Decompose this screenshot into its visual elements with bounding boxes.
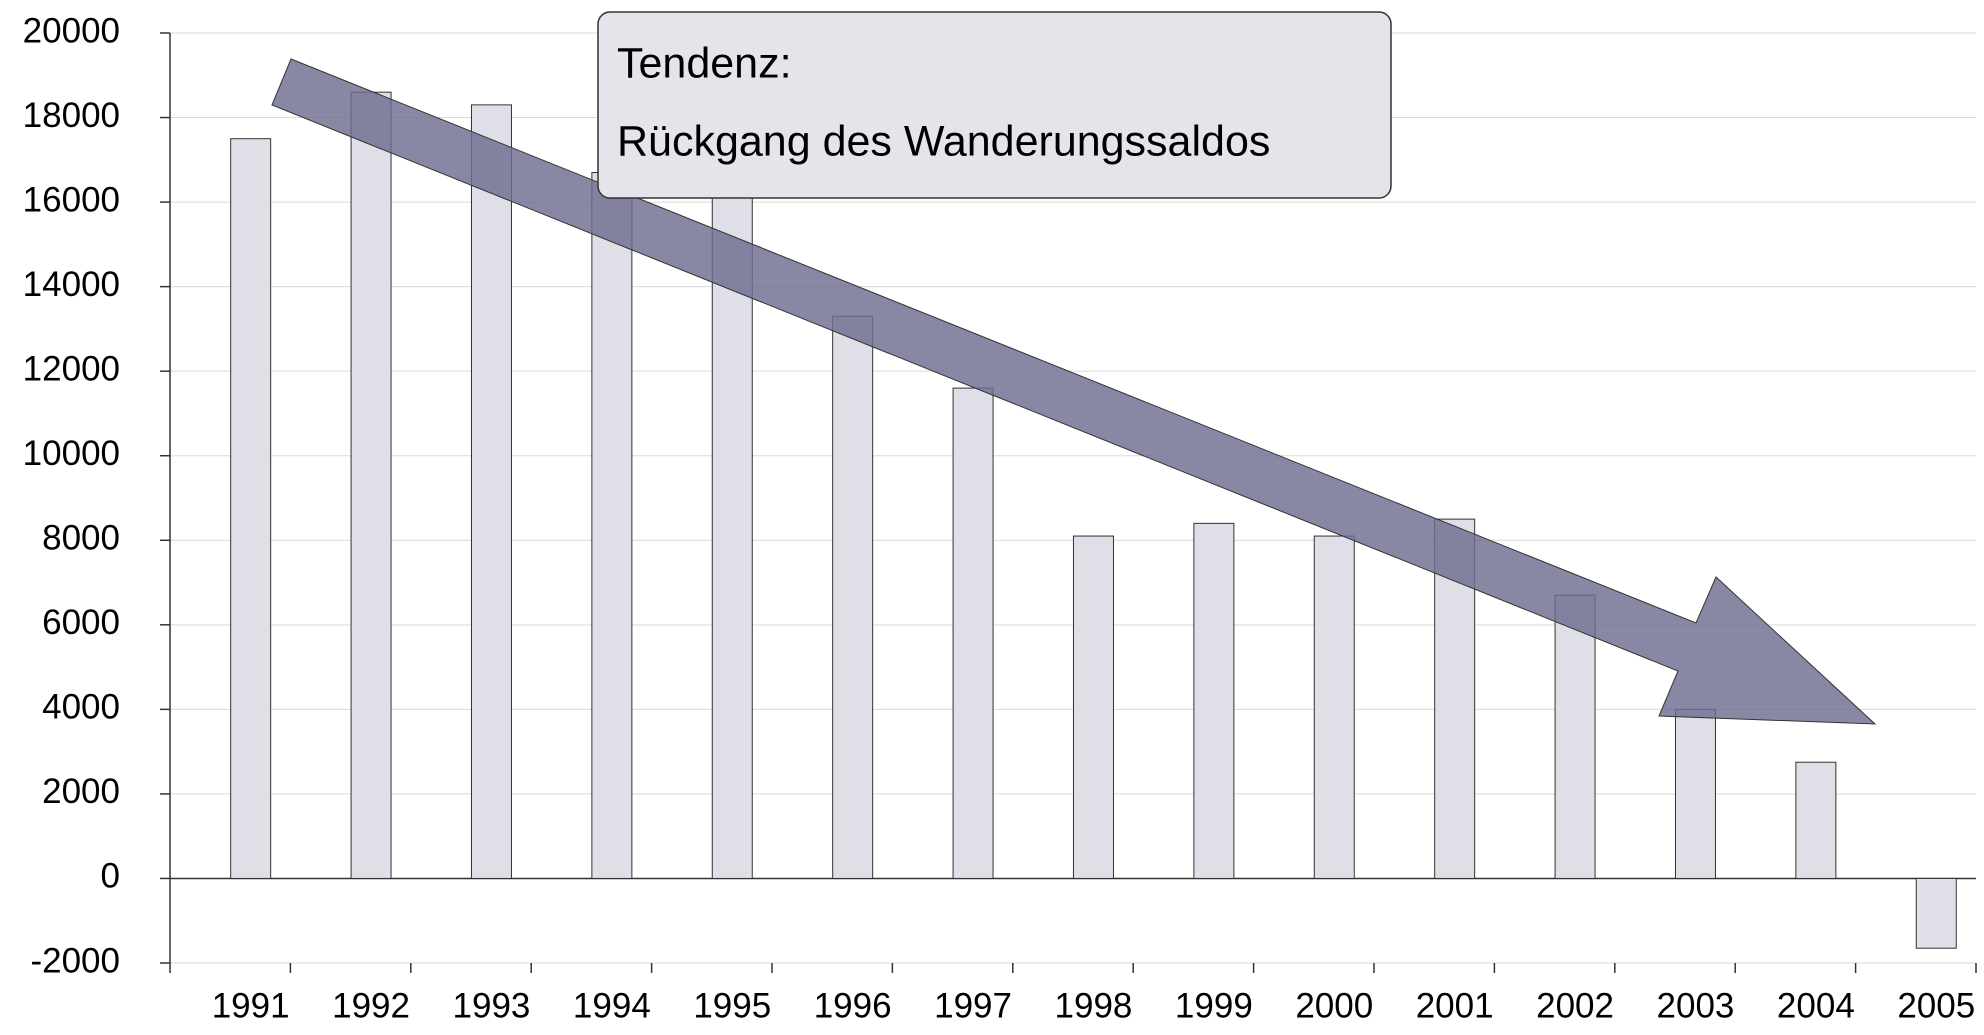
- x-tick-label: 2005: [1897, 986, 1975, 1025]
- x-tick-label: 2000: [1295, 986, 1373, 1025]
- bar: [1554, 594, 1596, 879]
- bar: [952, 387, 994, 879]
- x-tick-label: 1995: [693, 986, 771, 1025]
- annotation-box: [597, 11, 1392, 199]
- bar: [1915, 877, 1957, 949]
- x-tick-label: 2001: [1416, 986, 1494, 1025]
- x-tick-label: 2002: [1536, 986, 1614, 1025]
- x-tick-label: 1997: [934, 986, 1012, 1025]
- x-tick-label: 1993: [453, 986, 531, 1025]
- bar: [350, 91, 392, 879]
- y-tick-label: -2000: [30, 941, 120, 980]
- bar: [1313, 535, 1355, 879]
- x-tick-label: 2004: [1777, 986, 1855, 1025]
- bars: [230, 91, 1957, 949]
- bar: [470, 104, 512, 879]
- y-tick-label: 18000: [23, 96, 120, 135]
- y-tick-label: 20000: [23, 11, 120, 50]
- x-tick-label: 1998: [1055, 986, 1133, 1025]
- x-tick-label: 2003: [1657, 986, 1735, 1025]
- annotation-line: Tendenz:: [617, 39, 792, 87]
- x-tick-label: 1999: [1175, 986, 1253, 1025]
- bar: [1193, 522, 1235, 879]
- y-tick-label: 0: [101, 857, 120, 896]
- x-tick-label: 1994: [573, 986, 651, 1025]
- y-tick-label: 4000: [42, 688, 120, 727]
- y-tick-label: 10000: [23, 434, 120, 473]
- y-tick-label: 12000: [23, 349, 120, 388]
- y-tick-label: 2000: [42, 772, 120, 811]
- x-tick-label: 1991: [212, 986, 290, 1025]
- bar: [1072, 535, 1114, 879]
- y-tick-label: 14000: [23, 265, 120, 304]
- y-tick-label: 6000: [42, 603, 120, 642]
- x-tick-label: 1996: [814, 986, 892, 1025]
- y-tick-label: 8000: [42, 519, 120, 558]
- bar: [1795, 761, 1837, 879]
- x-tick-label: 1992: [332, 986, 410, 1025]
- bar: [832, 315, 874, 879]
- bar: [1674, 708, 1716, 879]
- trend-arrow: [271, 58, 1877, 725]
- annotation-line: Rückgang des Wanderungssaldos: [617, 117, 1270, 165]
- bar: [591, 172, 633, 879]
- bar: [230, 138, 272, 879]
- y-tick-label: 16000: [23, 180, 120, 219]
